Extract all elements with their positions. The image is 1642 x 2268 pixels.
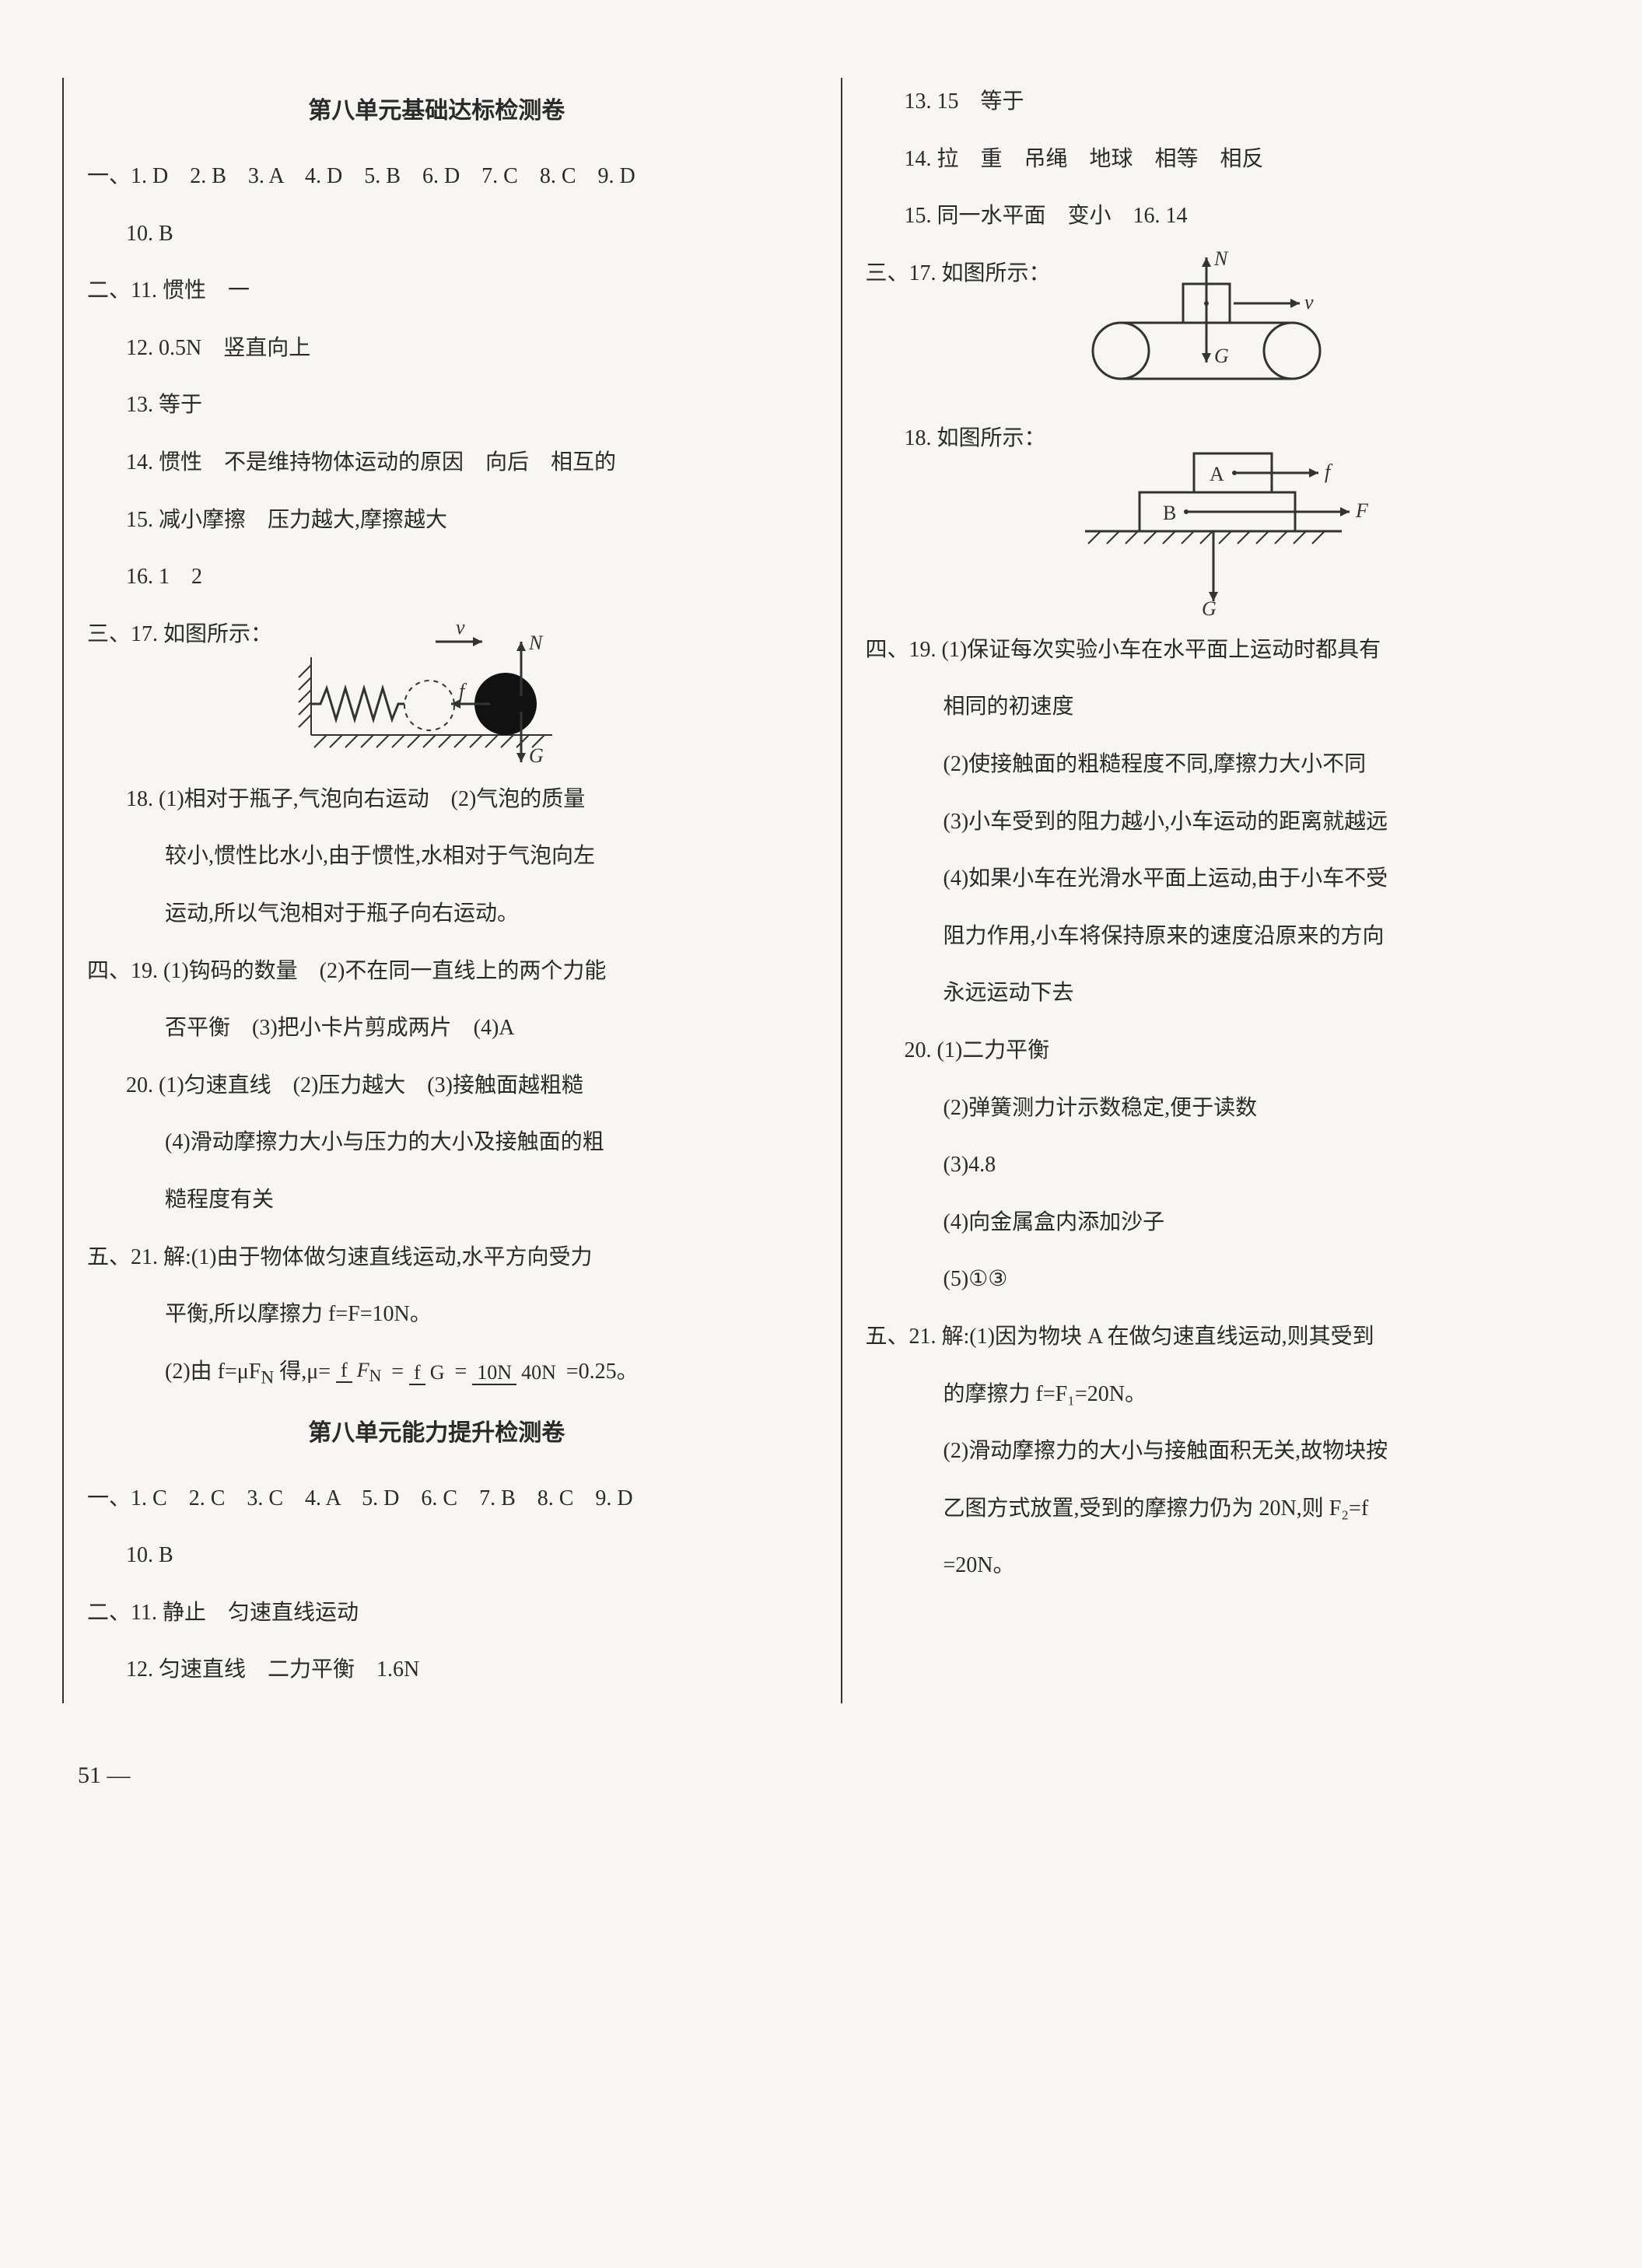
diagram-r17-conveyor: N v G xyxy=(1066,250,1346,405)
r-section-5: 五、21. 解:(1)因为物块 A 在做匀速直线运动,则其受到 xyxy=(866,1313,1565,1361)
q17-label: 17. 如图所示： xyxy=(131,622,272,646)
q11: 11. 惯性 一 xyxy=(131,278,250,303)
r-q19d: (3)小车受到的阻力越小,小车运动的距离就越远 xyxy=(866,798,1565,846)
diagram-17-spring-ball: v N f G xyxy=(288,611,568,766)
r-q21a: 21. 解:(1)因为物块 A 在做匀速直线运动,则其受到 xyxy=(909,1325,1374,1349)
r-q21c: (2)滑动摩擦力的大小与接触面积无关,故物块按 xyxy=(866,1427,1565,1475)
b-section-2: 二、11. 静止 匀速直线运动 xyxy=(87,1589,786,1637)
label-B: B xyxy=(1163,502,1176,524)
q15: 15. 减小摩擦 压力越大,摩擦越大 xyxy=(87,496,786,544)
label-A: A xyxy=(1210,463,1224,485)
q18a: 18. (1)相对于瓶子,气泡向右运动 (2)气泡的质量 xyxy=(87,775,786,824)
r-q20b: (2)弹簧测力计示数稳定,便于读数 xyxy=(866,1084,1565,1132)
b-q11: 11. 静止 匀速直线运动 xyxy=(131,1601,359,1625)
q20c: 糙程度有关 xyxy=(87,1176,786,1224)
frac1: fFN xyxy=(336,1360,386,1386)
diagram-r18-stacked-blocks: B A f F G xyxy=(1062,415,1388,617)
eq1: = xyxy=(391,1360,404,1384)
sec4-label: 四、 xyxy=(87,959,131,983)
r-q20d: (4)向金属盒内添加沙子 xyxy=(866,1199,1565,1247)
right-column: 13. 15 等于 14. 拉 重 吊绳 地球 相等 相反 15. 同一水平面 … xyxy=(841,78,1581,1703)
label-v: v xyxy=(456,616,465,639)
left-column: 第八单元基础达标检测卷 一、1. D 2. B 3. A 4. D 5. B 6… xyxy=(62,78,802,1703)
r-sec5-label: 五、 xyxy=(866,1325,909,1349)
unit-title-1: 第八单元基础达标检测卷 xyxy=(87,86,786,137)
frac2: fG xyxy=(409,1362,449,1384)
b-q12: 12. 匀速直线 二力平衡 1.6N xyxy=(87,1646,786,1694)
q20b: (4)滑动摩擦力大小与压力的大小及接触面的粗 xyxy=(87,1118,786,1167)
r-q19b: 相同的初速度 xyxy=(866,683,1565,731)
section-1-heading: 一、1. D 2. B 3. A 4. D 5. B 6. D 7. C 8. … xyxy=(87,152,786,201)
r-q21b: 的摩擦力 f=F₁=20N。 xyxy=(866,1370,1565,1419)
label-f: f xyxy=(1325,460,1333,483)
q19b: 否平衡 (3)把小卡片剪成两片 (4)A xyxy=(87,1004,786,1052)
label-G: G xyxy=(529,744,544,766)
sec1-answers: 1. D 2. B 3. A 4. D 5. B 6. D 7. C 8. C … xyxy=(131,164,635,188)
page-container: 第八单元基础达标检测卷 一、1. D 2. B 3. A 4. D 5. B 6… xyxy=(62,78,1580,1703)
sec1-line2: 10. B xyxy=(87,210,786,258)
r-q18: 18. 如图所示： xyxy=(866,415,1565,617)
r-q15: 15. 同一水平面 变小 16. 14 xyxy=(866,192,1565,240)
q18c: 运动,所以气泡相对于瓶子向右运动。 xyxy=(87,890,786,938)
label-F: F xyxy=(1355,499,1369,522)
label-N: N xyxy=(1213,250,1229,270)
section-4: 四、19. (1)钩码的数量 (2)不在同一直线上的两个力能 xyxy=(87,947,786,996)
r-q21e: =20N。 xyxy=(866,1542,1565,1590)
r-q20a: 20. (1)二力平衡 xyxy=(866,1027,1565,1075)
frac3: 10N40N xyxy=(472,1362,561,1384)
r-sec3-label: 三、 xyxy=(866,261,909,285)
r-q19c: (2)使接触面的粗糙程度不同,摩擦力大小不同 xyxy=(866,740,1565,789)
q21c-mid: 得,μ= xyxy=(274,1360,331,1384)
r-section-4: 四、19. (1)保证每次实验小车在水平面上运动时都具有 xyxy=(866,626,1565,674)
r-section-3-q17: 三、17. 如图所示： N v xyxy=(866,250,1565,405)
r-q18-label: 18. 如图所示： xyxy=(905,426,1046,450)
r-q19g: 永远运动下去 xyxy=(866,969,1565,1017)
r-q20e: (5)①③ xyxy=(866,1255,1565,1304)
sec2-label: 二、 xyxy=(87,278,131,303)
q13: 13. 等于 xyxy=(87,381,786,429)
q20a: 20. (1)匀速直线 (2)压力越大 (3)接触面越粗糙 xyxy=(87,1062,786,1110)
unit-title-2: 第八单元能力提升检测卷 xyxy=(87,1408,786,1459)
q14: 14. 惯性 不是维持物体运动的原因 向后 相互的 xyxy=(87,439,786,487)
label-G: G xyxy=(1202,597,1217,617)
label-N: N xyxy=(528,632,544,654)
eq2: = xyxy=(454,1360,467,1384)
b-sec1-answers: 1. C 2. C 3. C 4. A 5. D 6. C 7. B 8. C … xyxy=(131,1486,633,1510)
q18b: 较小,惯性比水小,由于惯性,水相对于气泡向左 xyxy=(87,832,786,880)
q12: 12. 0.5N 竖直向上 xyxy=(87,324,786,373)
b-sec1-line2: 10. B xyxy=(87,1531,786,1580)
q21c-prefix: (2)由 f=μF xyxy=(165,1360,261,1384)
r-sec4-label: 四、 xyxy=(866,638,909,662)
section-5: 五、21. 解:(1)由于物体做匀速直线运动,水平方向受力 xyxy=(87,1234,786,1282)
label-v: v xyxy=(1304,291,1314,313)
label-f: f xyxy=(459,680,467,702)
sec5-label: 五、 xyxy=(87,1245,131,1269)
q16: 16. 1 2 xyxy=(87,553,786,601)
r-q13: 13. 15 等于 xyxy=(866,78,1565,126)
section-3-q17: 三、17. 如图所示： xyxy=(87,611,786,766)
b-sec1-label: 一、 xyxy=(87,1486,131,1510)
q21c: (2)由 f=μFN 得,μ= fFN = fG = 10N40N =0.25。 xyxy=(87,1348,786,1398)
q19a: 19. (1)钩码的数量 (2)不在同一直线上的两个力能 xyxy=(131,959,606,983)
page-number: 51 — xyxy=(62,1750,1580,1801)
b-sec2-label: 二、 xyxy=(87,1601,131,1625)
r-q17-label: 17. 如图所示： xyxy=(909,261,1051,285)
sec3-label: 三、 xyxy=(87,622,131,646)
q21a: 21. 解:(1)由于物体做匀速直线运动,水平方向受力 xyxy=(131,1245,592,1269)
r-q14: 14. 拉 重 吊绳 地球 相等 相反 xyxy=(866,135,1565,184)
r-q21d: 乙图方式放置,受到的摩擦力仍为 20N,则 F₂=f xyxy=(866,1485,1565,1533)
q21c-sub: N xyxy=(261,1367,274,1388)
sec1-label: 一、 xyxy=(87,164,131,188)
r-q19e: (4)如果小车在光滑水平面上运动,由于小车不受 xyxy=(866,855,1565,903)
r-q20c: (3)4.8 xyxy=(866,1141,1565,1189)
r-q19f: 阻力作用,小车将保持原来的速度沿原来的方向 xyxy=(866,912,1565,961)
section-2-heading: 二、11. 惯性 一 xyxy=(87,267,786,315)
r-q19a: 19. (1)保证每次实验小车在水平面上运动时都具有 xyxy=(909,638,1381,662)
q21b: 平衡,所以摩擦力 f=F=10N。 xyxy=(87,1290,786,1339)
b-section-1: 一、1. C 2. C 3. C 4. A 5. D 6. C 7. B 8. … xyxy=(87,1475,786,1523)
q21c-suffix: =0.25。 xyxy=(566,1360,639,1384)
label-G: G xyxy=(1214,345,1229,367)
